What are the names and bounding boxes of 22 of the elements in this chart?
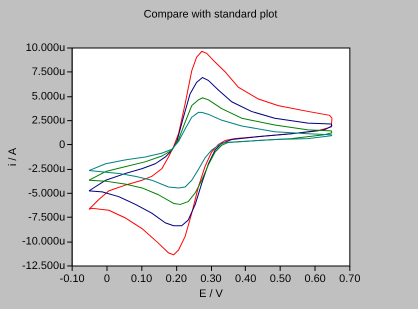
x-tick-label: 0 (104, 272, 110, 285)
x-tick-label: 0.40 (235, 272, 256, 285)
y-tick-label: 5.000u (32, 90, 66, 102)
x-tick-label: 0.60 (304, 272, 326, 285)
y-tick-label: -2.500u (28, 163, 66, 176)
y-tick-label: -10.000u (22, 236, 66, 248)
y-tick-label: 10.000u (26, 42, 66, 54)
x-tick-label: 0.10 (130, 272, 152, 285)
y-tick-label: 7.500u (32, 66, 66, 78)
x-axis-title: E / V (199, 288, 224, 300)
x-tick-label: 0.50 (270, 272, 292, 285)
x-tick-label: 0.70 (339, 272, 360, 285)
y-tick-label: 0 (59, 138, 66, 151)
x-tick-label: -0.10 (60, 272, 85, 285)
x-tick-label: 0.30 (200, 272, 222, 285)
y-tick-label: -5.000u (28, 187, 66, 200)
y-tick-label: -12.500u (22, 260, 66, 272)
y-tick-label: -7.500u (28, 212, 66, 224)
x-tick-label: 0.20 (166, 272, 187, 285)
y-tick-label: 2.500u (32, 114, 66, 127)
y-axis-title: i / A (7, 147, 19, 166)
chart-title: Compare with standard plot (144, 8, 278, 21)
